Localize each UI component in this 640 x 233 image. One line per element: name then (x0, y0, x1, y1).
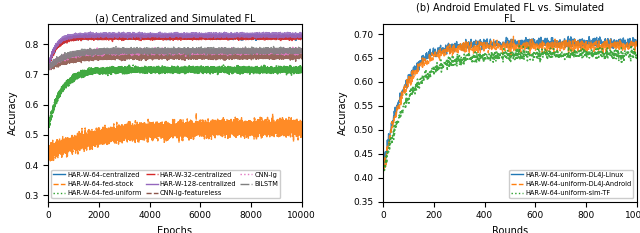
Title: (a) Centralized and Simulated FL: (a) Centralized and Simulated FL (95, 14, 255, 24)
X-axis label: Rounds: Rounds (492, 226, 528, 233)
Y-axis label: Accuracy: Accuracy (338, 91, 348, 135)
Title: (b) Android Emulated FL vs. Simulated
FL: (b) Android Emulated FL vs. Simulated FL (416, 2, 604, 24)
X-axis label: Epochs: Epochs (157, 226, 193, 233)
Y-axis label: Accuracy: Accuracy (8, 91, 19, 135)
Legend: HAR-W-64-uniform-DL4J-Linux, HAR-W-64-uniform-DL4J-Android, HAR-W-64-uniform-sim: HAR-W-64-uniform-DL4J-Linux, HAR-W-64-un… (509, 170, 634, 198)
Legend: HAR-W-64-centralized, HAR-W-64-fed-stock, HAR-W-64-fed-uniform, HAR-W-32-central: HAR-W-64-centralized, HAR-W-64-fed-stock… (51, 170, 280, 198)
